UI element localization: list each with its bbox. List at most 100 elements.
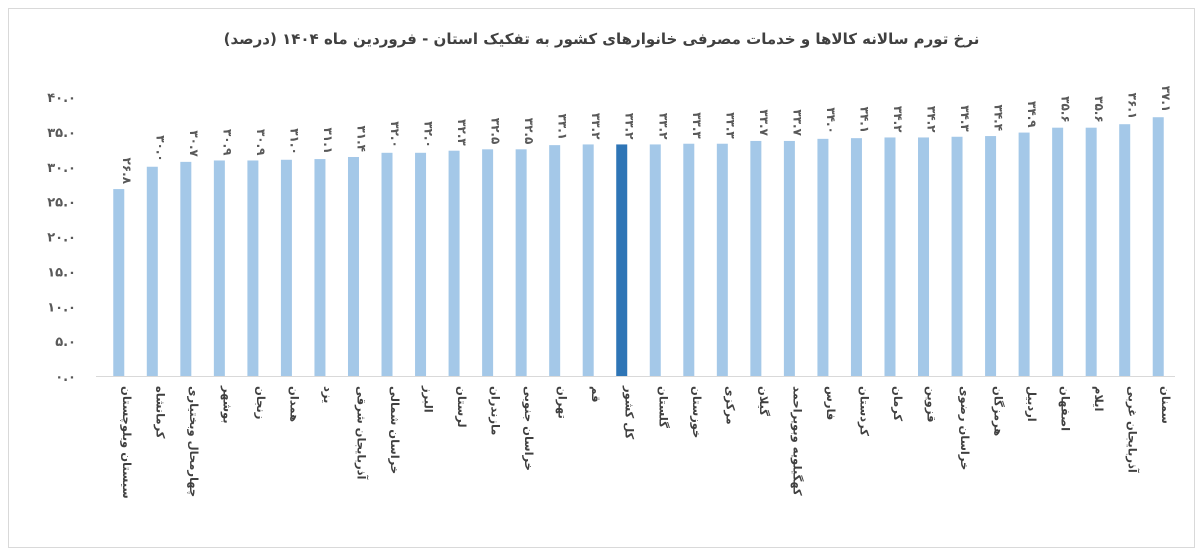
data-label: ۳۷.۱ (1159, 86, 1173, 113)
bar (951, 136, 963, 376)
bar (1052, 127, 1064, 376)
data-label: ۳۴.۴ (992, 105, 1006, 132)
data-label: ۳۶.۱ (1126, 93, 1140, 120)
bar (918, 137, 930, 376)
category-label: قم (589, 386, 603, 403)
category-label: اردبیل (1025, 386, 1039, 422)
bar (985, 136, 997, 376)
y-tick-label: ۳۰.۰ (47, 161, 76, 176)
bar (347, 156, 359, 376)
bar (783, 140, 795, 376)
category-label: کرمانشاه (153, 386, 167, 439)
category-label: خراسان شمالی (388, 386, 402, 474)
bar (549, 145, 561, 376)
bar (884, 137, 896, 376)
data-label: ۳۲.۰ (422, 121, 436, 148)
category-label: خوزستان (689, 386, 704, 438)
bar (314, 159, 326, 376)
data-label: ۳۵.۶ (1092, 96, 1106, 123)
data-labels: ۲۶.۸ ۳۰.۰ ۳۰.۷ ۳۰.۹ ۳۰.۹ ۳۱.۰ ۳۱.۱ ۳۱.۴ ۳۲.۰ ۳۲.۰… (120, 86, 1173, 185)
bar (515, 149, 527, 376)
bar (616, 144, 628, 376)
category-label: زنجان (254, 386, 268, 419)
data-label: ۳۳.۱ (556, 114, 570, 141)
data-label: ۳۴.۱ (857, 107, 871, 134)
bar (415, 152, 427, 376)
data-label: ۳۳.۷ (790, 109, 804, 136)
data-label: ۳۰.۷ (187, 130, 201, 157)
category-label: بوشهر (219, 385, 234, 424)
data-label: ۳۲.۰ (388, 121, 402, 148)
category-label: چهارمحال وبختیاری (186, 386, 201, 497)
category-label: ایلام (1092, 386, 1106, 411)
data-label: ۳۱.۱ (321, 128, 335, 155)
data-label: ۳۳.۲ (656, 113, 670, 140)
data-label: ۳۲.۵ (522, 118, 536, 145)
data-label: ۳۴.۳ (958, 105, 972, 132)
category-label: سیستان وبلوچستان (119, 386, 134, 499)
category-label: تهران (556, 386, 570, 419)
bar (716, 143, 728, 376)
data-label: ۳۳.۲ (623, 113, 637, 140)
bar (448, 150, 460, 376)
bar (850, 138, 862, 376)
data-label: ۳۲.۵ (489, 118, 503, 145)
chart-title: نرخ تورم سالانه کالاها و خدمات مصرفی خان… (223, 30, 980, 48)
bar (817, 138, 829, 376)
category-label: کهگیلویه وبویراحمد (789, 386, 804, 496)
data-label: ۳۵.۶ (1059, 96, 1073, 123)
y-tick-label: ۴۰.۰ (47, 91, 76, 106)
bar (247, 160, 259, 376)
category-label: کرمان (891, 386, 905, 421)
data-label: ۳۰.۹ (220, 129, 234, 156)
bar (649, 144, 661, 376)
bar (750, 140, 762, 376)
data-label: ۳۳.۲ (589, 113, 603, 140)
y-tick-label: ۳۵.۰ (47, 126, 76, 141)
y-tick-label: ۵.۰ (55, 335, 76, 350)
bar (482, 149, 494, 376)
category-label: کل کشور (622, 385, 637, 439)
category-label: البرز (422, 385, 436, 413)
category-label: هرمزگان (992, 386, 1006, 436)
category-label: لرستان (455, 386, 469, 428)
category-label: همدان (287, 386, 301, 422)
x-axis-labels: سیستان وبلوچستان کرمانشاه چهارمحال وبختیار… (119, 385, 1173, 499)
bar (180, 161, 192, 376)
category-label: خراسان رضوی (957, 386, 972, 470)
data-label: ۲۶.۸ (120, 158, 134, 185)
category-label: مرکزی (723, 386, 737, 425)
y-tick-label: ۲۰.۰ (47, 231, 76, 246)
category-label: کردستان (857, 386, 871, 436)
data-label: ۳۴.۲ (925, 106, 939, 133)
data-label: ۳۲.۳ (455, 119, 469, 146)
category-label: یزد (321, 386, 335, 403)
data-label: ۳۱.۴ (354, 125, 368, 152)
bar (113, 189, 125, 376)
data-label: ۳۳.۷ (757, 109, 771, 136)
data-label: ۳۳.۳ (723, 112, 737, 139)
data-label: ۳۳.۳ (690, 112, 704, 139)
category-label: گیلان (757, 386, 771, 416)
bars (113, 117, 1164, 376)
bar (280, 159, 292, 376)
data-label: ۳۴.۲ (891, 106, 905, 133)
bar (146, 166, 158, 376)
bar (1018, 132, 1030, 376)
y-tick-label: ۱۵.۰ (47, 265, 76, 280)
category-label: خراسان جنوبی (521, 386, 536, 471)
category-label: فارس (824, 386, 838, 420)
bar (213, 160, 225, 376)
data-label: ۳۰.۹ (254, 129, 268, 156)
y-tick-label: ۰.۰ (55, 370, 76, 385)
bar (1085, 127, 1097, 376)
category-label: قزوین (924, 386, 939, 423)
category-label: آذربایجان شرقی (354, 386, 368, 481)
data-label: ۳۱.۰ (287, 128, 301, 155)
bar (1119, 124, 1131, 376)
bar (683, 143, 695, 376)
data-label: ۳۴.۹ (1025, 101, 1039, 128)
y-tick-label: ۱۰.۰ (47, 300, 76, 315)
bar (582, 144, 594, 376)
